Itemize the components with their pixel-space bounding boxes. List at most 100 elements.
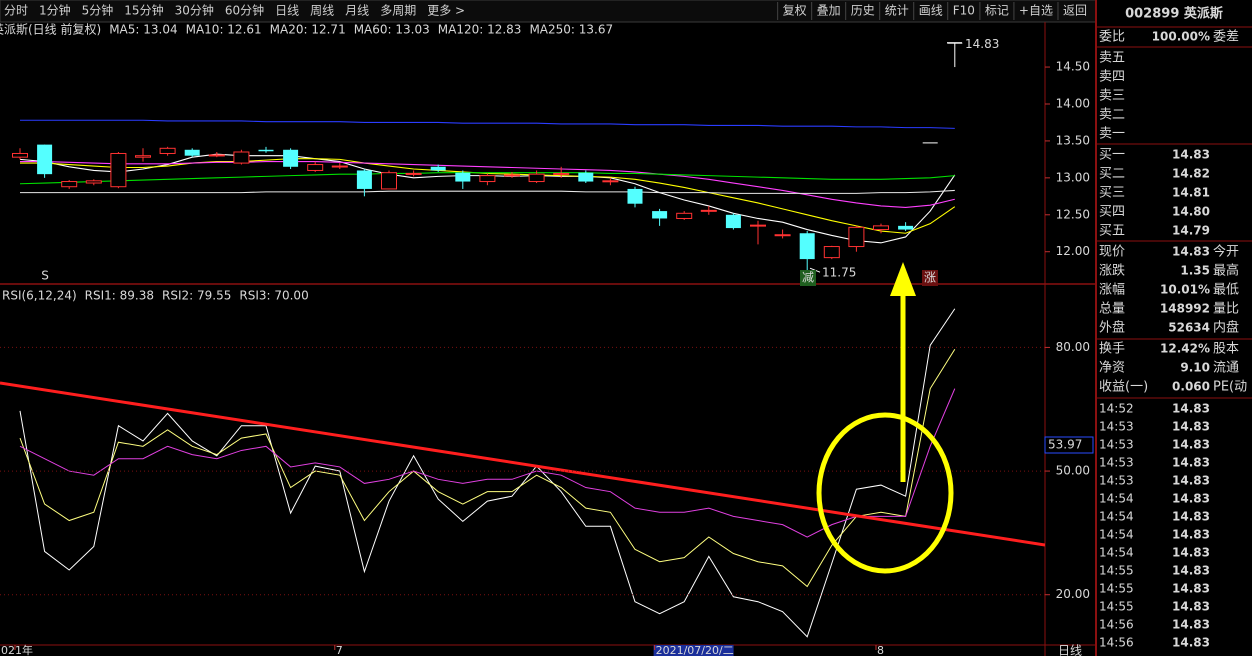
tick-time: 14:55 <box>1099 582 1134 596</box>
toolbar-button[interactable]: 叠加 <box>817 4 841 18</box>
price-title: 英派斯(日线 前复权) <box>0 22 101 37</box>
tick-time: 14:53 <box>1099 420 1134 434</box>
tick-time: 14:56 <box>1099 618 1134 632</box>
candle-body <box>135 155 151 158</box>
toolbar-tab[interactable]: 15分钟 <box>124 3 163 18</box>
candle-body <box>750 224 766 227</box>
tick-time: 14:53 <box>1099 474 1134 488</box>
tick-time: 14:54 <box>1099 528 1134 542</box>
y-tick-label: 13.00 <box>1056 170 1090 184</box>
toolbar-button[interactable]: 历史 <box>851 4 875 18</box>
candle-body <box>479 175 496 183</box>
quote-label: 换手 <box>1099 342 1125 357</box>
candle-body <box>774 234 791 237</box>
candle-body <box>258 149 274 152</box>
quote-label: 买二 <box>1099 167 1125 182</box>
quote-label: 卖五 <box>1099 51 1125 66</box>
quote-label: 买四 <box>1099 205 1125 220</box>
toolbar-tab[interactable]: 60分钟 <box>225 3 264 18</box>
y-tick-label: 20.00 <box>1056 587 1090 601</box>
quote-tail: 最低 <box>1213 283 1239 298</box>
marker-s: S <box>41 269 49 283</box>
quote-tail: 委差 <box>1213 30 1239 45</box>
candle-body <box>356 170 372 189</box>
candle-body <box>233 151 250 164</box>
tick-time: 14:52 <box>1099 402 1134 416</box>
quote-label: 收益(一) <box>1099 380 1148 395</box>
candle-body <box>12 152 28 158</box>
quote-value: 52634 <box>1168 321 1210 335</box>
toolbar-tab[interactable]: 30分钟 <box>175 3 214 18</box>
legend-entry: MA20: 12.71 <box>270 23 346 37</box>
quote-value: 100.00% <box>1152 30 1210 44</box>
quote-label: 买五 <box>1099 224 1125 239</box>
plot-area <box>0 42 1045 638</box>
tick-price: 14.83 <box>1172 582 1210 596</box>
tick-time: 14:56 <box>1099 636 1134 650</box>
quote-value: 12.42% <box>1160 342 1210 356</box>
toolbar-button[interactable]: F10 <box>953 4 975 18</box>
quote-label: 现价 <box>1099 245 1125 260</box>
quote-value: 148992 <box>1160 302 1210 316</box>
tick-time: 14:54 <box>1099 510 1134 524</box>
quote-tail: 股本 <box>1213 342 1239 357</box>
y-tick-label: 14.00 <box>1056 96 1090 110</box>
rsi-line <box>19 349 956 588</box>
stock-code-name: 002899 英派斯 <box>1125 6 1223 22</box>
candle-body <box>331 165 348 168</box>
quote-tail: 量比 <box>1213 302 1239 317</box>
quote-label: 买三 <box>1099 186 1125 201</box>
toolbar-button[interactable]: 标记 <box>985 4 1009 18</box>
legend-entry: MA10: 12.61 <box>186 23 262 37</box>
toolbar-tab[interactable]: 5分钟 <box>82 3 114 18</box>
quote-value: 14.83 <box>1172 245 1210 259</box>
toolbar-button[interactable]: 画线 <box>919 4 943 18</box>
candle-body <box>37 144 53 175</box>
moving-average-line <box>20 119 955 129</box>
y-tick-label: 14.50 <box>1056 60 1090 74</box>
moving-average-line <box>19 172 955 185</box>
tick-price: 14.83 <box>1172 636 1210 650</box>
tick-price: 14.83 <box>1172 402 1210 416</box>
quote-label: 卖三 <box>1099 89 1125 104</box>
candle-body <box>652 211 668 219</box>
toolbar-tab[interactable]: 更多 > <box>427 4 465 18</box>
toolbar-button[interactable]: 复权 <box>783 4 807 18</box>
candle-body <box>676 212 693 219</box>
toolbar-tab[interactable]: 1分钟 <box>39 3 71 18</box>
quote-tail: 最高 <box>1213 263 1239 279</box>
candle-body <box>159 147 176 154</box>
tick-price: 14.83 <box>1172 546 1210 560</box>
toolbar-tab[interactable]: 周线 <box>310 4 334 18</box>
x-tick-label: 2021年 <box>0 643 33 656</box>
rsi-line <box>19 388 956 538</box>
candle-body <box>455 172 471 182</box>
quote-label: 买一 <box>1099 148 1125 163</box>
toolbar-button[interactable]: 统计 <box>885 4 909 18</box>
candle-body <box>725 214 741 229</box>
quote-label: 涨幅 <box>1099 283 1125 298</box>
toolbar-tab[interactable]: 分时 <box>4 4 28 18</box>
candle-body <box>110 152 127 188</box>
marker-box <box>922 270 938 286</box>
quote-value: 14.79 <box>1172 224 1210 238</box>
candle-body <box>799 233 815 260</box>
tick-price: 14.83 <box>1172 528 1210 542</box>
highlight-circle <box>816 412 954 574</box>
candle-body <box>208 154 225 157</box>
x-tick-label: 8 <box>877 644 884 656</box>
toolbar-tab[interactable]: 多周期 <box>380 4 416 18</box>
quote-value: 1.35 <box>1180 264 1210 278</box>
toolbar-tab[interactable]: 日线 <box>275 4 299 18</box>
tick-time: 14:54 <box>1099 546 1134 560</box>
x-tick-label: 7 <box>336 644 343 656</box>
toolbar-tab[interactable]: 月线 <box>345 4 369 18</box>
high-label: 14.83 <box>965 37 999 51</box>
y-tick-label: 80.00 <box>1056 340 1090 354</box>
toolbar-button[interactable]: 返回 <box>1063 4 1087 18</box>
quote-value: 14.81 <box>1172 186 1210 200</box>
quote-label: 涨跌 <box>1099 263 1125 279</box>
toolbar-button[interactable]: +自选 <box>1019 4 1053 18</box>
candle-body <box>61 181 78 188</box>
candle-body <box>504 174 520 177</box>
